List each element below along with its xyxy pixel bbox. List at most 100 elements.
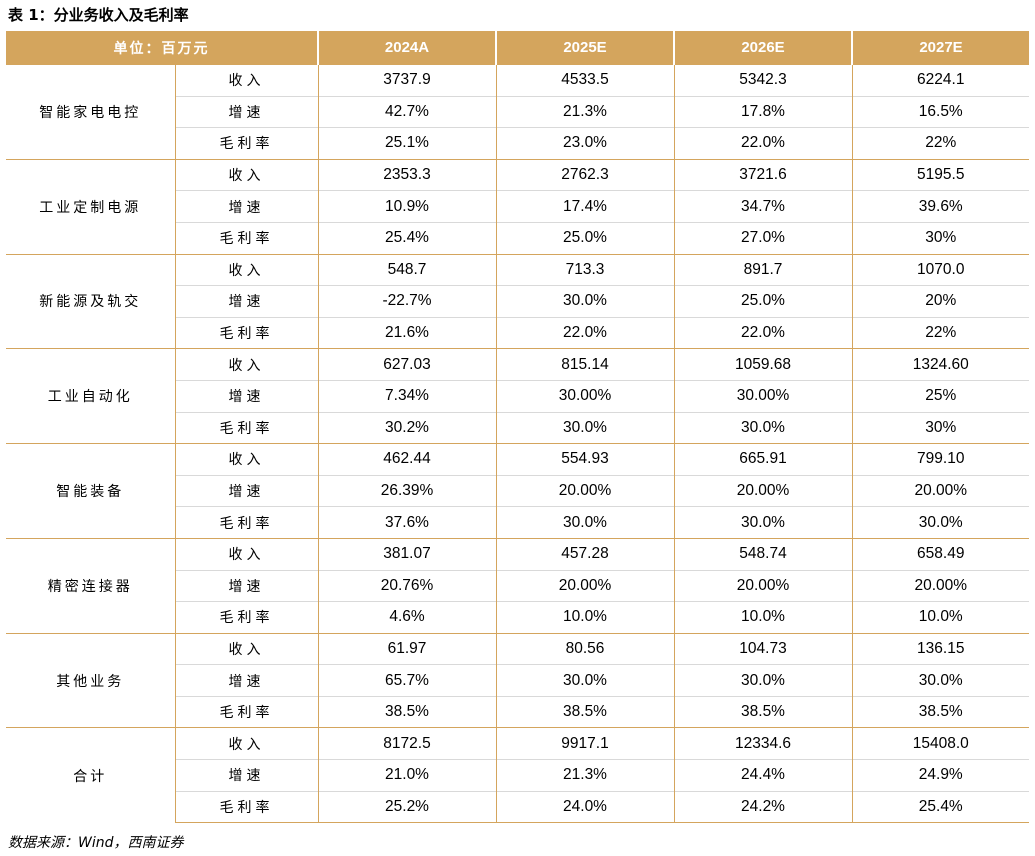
value-cell: 21.0%: [317, 759, 496, 792]
metric-label: 收入: [174, 727, 318, 760]
value-cell: 25.4%: [317, 221, 496, 255]
metric-label: 毛利率: [174, 221, 318, 255]
value-cell: 799.10: [851, 443, 1029, 476]
value-cell: 5342.3: [673, 64, 852, 97]
value-cell: 457.28: [495, 537, 674, 570]
value-cell: 30.0%: [851, 664, 1029, 697]
value-cell: 24.9%: [851, 759, 1029, 792]
value-cell: 22%: [851, 127, 1029, 160]
value-cell: 25.0%: [673, 285, 852, 318]
segment-name: 工业定制电源: [6, 158, 175, 255]
value-cell: 20.00%: [495, 569, 674, 602]
value-cell: 4533.5: [495, 64, 674, 97]
metric-label: 增速: [174, 95, 318, 128]
metric-label: 增速: [174, 759, 318, 792]
table-row: 合计 收入 8172.5 9917.1 12334.6 15408.0: [6, 727, 1029, 823]
value-cell: 20.00%: [673, 474, 852, 507]
segment-name: 精密连接器: [6, 537, 175, 634]
table-row: 工业自动化 收入 627.03 815.14 1059.68 1324.60: [6, 348, 1029, 444]
value-cell: 30.0%: [495, 664, 674, 697]
value-cell: 22.0%: [673, 127, 852, 160]
metric-label: 毛利率: [174, 506, 318, 539]
metric-label: 毛利率: [174, 790, 318, 824]
metric-label: 收入: [174, 158, 318, 191]
value-cell: 20.00%: [495, 474, 674, 507]
metric-label: 毛利率: [174, 695, 318, 728]
value-cell: 15408.0: [851, 727, 1029, 760]
value-cell: 30.0%: [673, 411, 852, 444]
metric-label: 毛利率: [174, 127, 318, 160]
value-cell: 3737.9: [317, 64, 496, 97]
table-row: 毛利率 38.5% 38.5% 38.5% 38.5%: [6, 695, 1029, 728]
value-cell: 10.0%: [851, 601, 1029, 634]
table-body: 智能家电电控 收入 3737.9 4533.5 5342.3 6224.1 增速 42.7% 2…: [6, 64, 1029, 824]
value-cell: 3721.6: [673, 158, 852, 191]
table-row: 毛利率 25.4% 25.0% 27.0% 30%: [6, 221, 1029, 255]
value-cell: 9917.1: [495, 727, 674, 760]
table-row: 毛利率 21.6% 22.0% 22.0% 22%: [6, 316, 1029, 349]
table-row: 增速 65.7% 30.0% 30.0% 30.0%: [6, 664, 1029, 697]
value-cell: 1059.68: [673, 348, 852, 381]
value-cell: 65.7%: [317, 664, 496, 697]
metric-label: 收入: [174, 348, 318, 381]
metric-label: 毛利率: [174, 411, 318, 444]
value-cell: -22.7%: [317, 285, 496, 318]
value-cell: 30.0%: [851, 506, 1029, 539]
table-row: 增速 42.7% 21.3% 17.8% 16.5%: [6, 95, 1029, 128]
value-cell: 30.00%: [495, 379, 674, 413]
value-cell: 42.7%: [317, 95, 496, 128]
value-cell: 104.73: [673, 632, 852, 665]
value-cell: 23.0%: [495, 127, 674, 160]
value-cell: 2762.3: [495, 158, 674, 191]
value-cell: 665.91: [673, 443, 852, 476]
value-cell: 1324.60: [851, 348, 1029, 381]
table-row: 新能源及轨交 收入 548.7 713.3 891.7 1070.0: [6, 253, 1029, 349]
value-cell: 658.49: [851, 537, 1029, 570]
value-cell: 16.5%: [851, 95, 1029, 128]
table-row: 增速 20.76% 20.00% 20.00% 20.00%: [6, 569, 1029, 602]
value-cell: 25.0%: [495, 221, 674, 255]
value-cell: 30.0%: [495, 411, 674, 444]
value-cell: 38.5%: [495, 695, 674, 728]
segment-name: 工业自动化: [6, 348, 175, 444]
value-cell: 20.00%: [673, 569, 852, 602]
metric-label: 增速: [174, 190, 318, 223]
value-cell: 136.15: [851, 632, 1029, 665]
table-row: 工业定制电源 收入 2353.3 2762.3 3721.6 5195.5: [6, 158, 1029, 255]
value-cell: 10.0%: [673, 601, 852, 634]
table-row: 毛利率 25.2% 24.0% 24.2% 25.4%: [6, 790, 1029, 824]
value-cell: 10.9%: [317, 190, 496, 223]
value-cell: 381.07: [317, 537, 496, 570]
metric-label: 增速: [174, 664, 318, 697]
value-cell: 2353.3: [317, 158, 496, 191]
metric-label: 收入: [174, 64, 318, 97]
value-cell: 30.0%: [673, 664, 852, 697]
value-cell: 61.97: [317, 632, 496, 665]
table-row: 毛利率 4.6% 10.0% 10.0% 10.0%: [6, 601, 1029, 634]
value-cell: 38.5%: [317, 695, 496, 728]
revenue-margin-table: 单位：百万元 2024A 2025E 2026E 2027E 智能家电电控 收入 3…: [6, 31, 1029, 824]
value-cell: 20%: [851, 285, 1029, 318]
value-cell: 39.6%: [851, 190, 1029, 223]
value-cell: 25.2%: [317, 790, 496, 824]
table-row: 毛利率 25.1% 23.0% 22.0% 22%: [6, 127, 1029, 160]
segment-name: 其他业务: [6, 632, 175, 728]
value-cell: 30%: [851, 221, 1029, 255]
value-cell: 25%: [851, 379, 1029, 413]
table-row: 毛利率 37.6% 30.0% 30.0% 30.0%: [6, 506, 1029, 539]
metric-label: 收入: [174, 253, 318, 286]
metric-label: 收入: [174, 632, 318, 665]
value-cell: 1070.0: [851, 253, 1029, 286]
metric-label: 收入: [174, 443, 318, 476]
value-cell: 554.93: [495, 443, 674, 476]
value-cell: 10.0%: [495, 601, 674, 634]
year-header: 2024A: [317, 31, 496, 65]
value-cell: 27.0%: [673, 221, 852, 255]
value-cell: 713.3: [495, 253, 674, 286]
value-cell: 627.03: [317, 348, 496, 381]
value-cell: 34.7%: [673, 190, 852, 223]
metric-label: 毛利率: [174, 601, 318, 634]
value-cell: 20.76%: [317, 569, 496, 602]
value-cell: 21.3%: [495, 95, 674, 128]
value-cell: 815.14: [495, 348, 674, 381]
